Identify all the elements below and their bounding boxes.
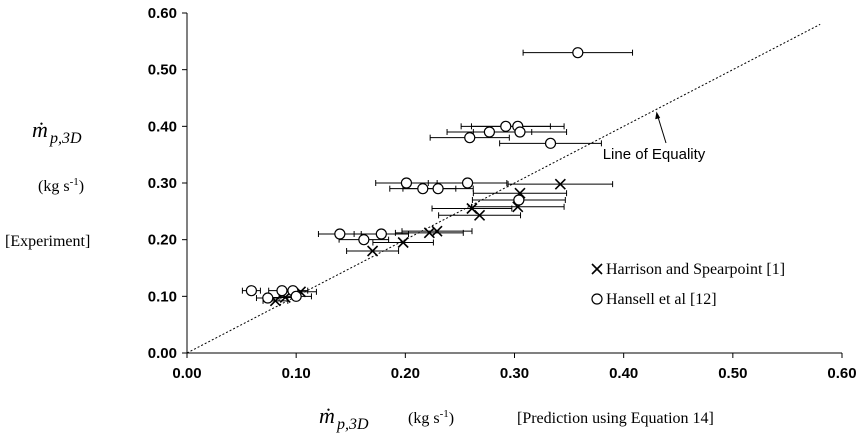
x-axis-label-units: (kg s-1) bbox=[408, 408, 454, 427]
y-tick-label: 0.30 bbox=[148, 175, 177, 192]
data-point-hansell bbox=[290, 290, 302, 302]
data-point-hansell bbox=[461, 177, 474, 189]
x-tick-label: 0.50 bbox=[718, 365, 747, 382]
data-point-hansell bbox=[400, 177, 413, 189]
cross-stroke bbox=[474, 209, 486, 221]
data-markers bbox=[245, 47, 584, 307]
reference-line-group: Line of Equality bbox=[186, 23, 821, 354]
data-point-hansell bbox=[513, 194, 525, 206]
data-point-hansell bbox=[417, 183, 429, 195]
label-arrow-head bbox=[655, 111, 661, 120]
legend: Harrison and Spearpoint [1] Hansell et al… bbox=[591, 261, 785, 308]
data-point-hansell bbox=[245, 285, 258, 297]
x-axis-label-symbol: ṁ bbox=[319, 403, 335, 428]
cross-stroke bbox=[554, 178, 566, 190]
labels: ṁ p,3D(kg s-1)[Experiment]ṁ p,3D (kg s-1) [P… bbox=[5, 117, 714, 433]
x-tick-label: 0.20 bbox=[391, 365, 420, 382]
y-axis-label-note: [Experiment] bbox=[5, 233, 90, 250]
data-point-hansell bbox=[334, 228, 346, 240]
y-tick-label: 0.40 bbox=[148, 118, 177, 135]
cross-stroke bbox=[397, 236, 409, 249]
legend-marker-harrison bbox=[591, 263, 603, 275]
legend-label-harrison: Harrison and Spearpoint [1] bbox=[606, 261, 785, 278]
line-of-equality-label: Line of Equality bbox=[603, 146, 706, 163]
data-point-hansell bbox=[500, 120, 512, 132]
y-axis-label-symbol: ṁ bbox=[32, 117, 48, 142]
x-axis-label-subscript: p,3D bbox=[336, 416, 369, 433]
legend-marker-hansell bbox=[591, 293, 603, 305]
data-point-hansell bbox=[432, 183, 444, 195]
line-of-equality bbox=[186, 23, 821, 354]
data-point-harrison bbox=[397, 236, 409, 249]
x-tick-label: 0.10 bbox=[282, 365, 311, 382]
legend-label-hansell: Hansell et al [12] bbox=[606, 291, 717, 308]
y-tick-label: 0.20 bbox=[148, 232, 177, 249]
label-arrow-shaft bbox=[657, 116, 667, 144]
cross-stroke bbox=[367, 245, 379, 257]
data-point-hansell bbox=[514, 126, 526, 138]
cross-stroke bbox=[269, 295, 281, 307]
x-tick-label: 0.00 bbox=[172, 365, 201, 382]
y-tick-label: 0.50 bbox=[148, 62, 177, 79]
data-point-hansell bbox=[375, 228, 387, 240]
data-point-hansell bbox=[358, 234, 370, 246]
y-axis-label-subscript: p,3D bbox=[49, 130, 82, 147]
cross-stroke bbox=[431, 225, 443, 237]
data-point-hansell bbox=[464, 132, 476, 144]
data-point-hansell bbox=[544, 137, 557, 149]
data-point-hansell bbox=[483, 126, 495, 138]
data-point-harrison bbox=[474, 209, 486, 221]
y-tick-label: 0.60 bbox=[148, 5, 177, 22]
x-axis-label-note: [Prediction using Equation 14] bbox=[517, 410, 714, 427]
cross-stroke bbox=[591, 263, 603, 275]
data-point-harrison bbox=[431, 225, 443, 237]
x-tick-label: 0.60 bbox=[827, 365, 856, 382]
data-point-harrison bbox=[367, 245, 379, 257]
cross-stroke bbox=[466, 202, 478, 215]
error-bars bbox=[241, 49, 634, 304]
data-point-hansell bbox=[572, 47, 584, 59]
x-tick-label: 0.40 bbox=[609, 365, 638, 382]
y-tick-label: 0.00 bbox=[148, 345, 177, 362]
y-axis-label-units: (kg s-1) bbox=[38, 176, 84, 195]
axes: 0.00 0.10 0.20 0.30 0.40 0.50 0.60 0.00 0.10 0.20… bbox=[148, 5, 857, 382]
cross-stroke bbox=[423, 227, 435, 239]
x-tick-label: 0.30 bbox=[500, 365, 529, 382]
data-point-harrison bbox=[554, 178, 566, 190]
data-point-hansell bbox=[262, 292, 274, 304]
data-point-hansell bbox=[276, 285, 288, 297]
y-tick-label: 0.10 bbox=[148, 288, 177, 305]
